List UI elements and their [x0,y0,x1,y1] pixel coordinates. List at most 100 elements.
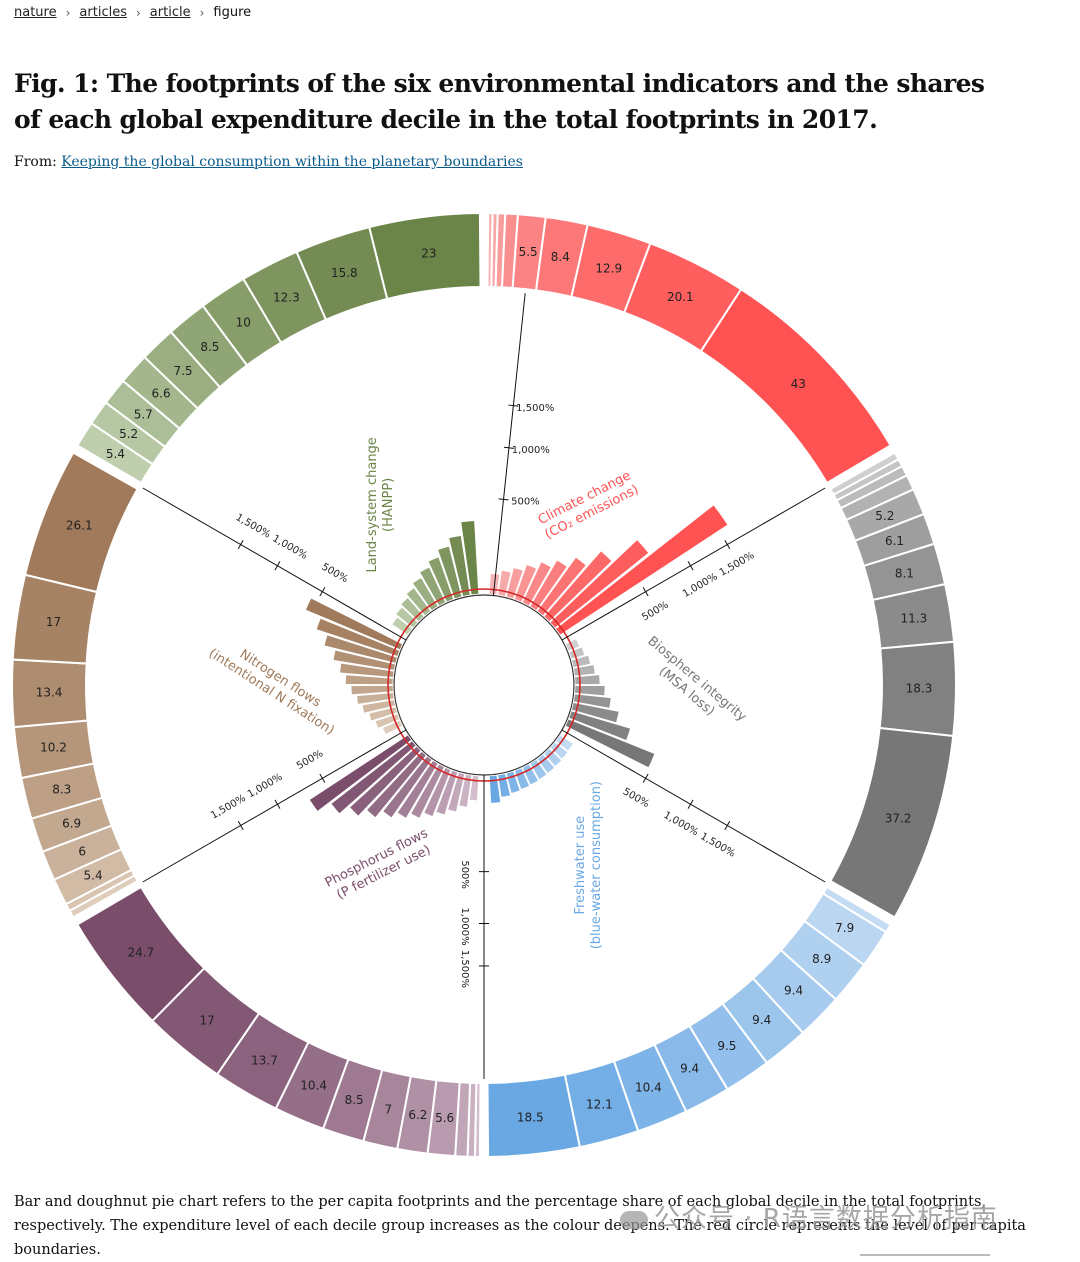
footprint-bar [356,692,395,705]
share-label: 17 [199,1013,214,1027]
axis-tick-label: 1,500% [698,831,737,860]
indicator-group-2: 7.9 8.9 9.4 9.4 9.5 9.4 10.4 12.1 18.5 Freshwater… [486,734,893,1158]
indicator-subname: (blue-water consumption) [589,781,604,949]
footprint-bar [568,710,632,742]
share-label: 6.1 [885,534,904,548]
share-label: 5.4 [84,869,103,883]
axis-tick-label: 1,000% [459,907,470,945]
share-label: 5.2 [119,427,138,441]
axis-tick-label: 1,000% [662,810,701,839]
footprint-bar [447,771,466,813]
footprint-bar [571,702,620,724]
indicator-label: Phosphorus flows(P fertilizer use) [323,826,434,903]
footprint-bar [308,734,413,812]
axis-tick [274,561,281,571]
share-label: 5.5 [519,245,538,259]
figure-title: Fig. 1: The footprints of the six enviro… [14,69,985,134]
footprint-bar [350,685,394,696]
footprint-bar [361,699,396,714]
share-label: 8.5 [345,1093,364,1107]
axis-tick-label: 500% [511,497,540,508]
footprint-bar [536,753,556,775]
footprint-bar [435,769,459,816]
footprint-bar [458,773,473,808]
footprint-bar [330,740,417,815]
share-label: 8.3 [52,783,71,797]
share-label: 6.9 [62,816,81,830]
radial-axis [561,729,826,883]
footprint-bar [543,747,563,768]
indicator-name: Biosphere integrity [645,634,750,725]
indicator-label: Climate change(CO₂ emissions) [536,468,641,542]
radial-axis [561,487,826,641]
watermark-text: 公众号 · R语言数据分析指南 [654,1204,998,1234]
radial-chart: 5.5 8.4 12.9 20.1 43 Climate change(CO₂ emiss… [11,212,957,1158]
radial-axis [492,293,526,596]
share-label: 6.2 [408,1108,427,1122]
footprint-bar [536,556,587,617]
share-label: 6 [78,845,86,859]
share-label: 10.2 [40,740,67,754]
doughnut-segment [23,451,139,594]
footprint-bar [521,763,540,786]
share-label: 18.5 [517,1111,544,1125]
axis-tick [237,820,244,831]
footprint-bar [574,685,606,697]
share-label: 13.7 [251,1054,278,1068]
axis-tick [274,799,281,809]
share-label: 43 [791,377,806,391]
breadcrumb-link-nature[interactable]: nature [14,5,57,20]
axis-tick [724,820,731,831]
indicator-label: Biosphere integrity(MSA loss) [645,634,750,725]
axis-tick-label: 1,500% [209,793,248,822]
share-label: 10.4 [635,1081,662,1095]
footprint-bar [505,770,521,794]
chevron-right-icon: › [135,5,141,20]
footprint-bar [304,597,404,651]
share-label: 5.2 [875,509,894,523]
footprint-bar [505,567,524,600]
footprint-bar [529,559,568,612]
divider [860,1254,990,1256]
axis-tick-label: 500% [319,562,349,586]
share-label: 6.6 [152,387,171,401]
footprint-bar [332,649,396,671]
indicator-group-3: 5.6 6.2 7 8.5 10.4 13.7 17 24.7 Phosphorus flows… [75,734,482,1158]
share-label: 8.5 [200,340,219,354]
indicator-label: Freshwater use (blue-water consumption) [573,781,604,949]
share-label: 24.7 [128,945,155,959]
footprint-bar [521,561,552,607]
footprint-bar [323,634,398,664]
breadcrumb-link-articles[interactable]: articles [79,5,127,20]
footprint-bar [345,674,394,685]
share-label: 12.3 [273,290,300,304]
axis-tick-label: 500% [640,600,670,624]
source-article-link[interactable]: Keeping the global consumption within th… [61,154,523,170]
indicator-label: Nitrogen flows(intentional N fixation) [206,646,337,738]
footprint-bar [571,654,592,668]
footprint-bar [543,550,613,623]
footprint-bar [469,774,480,802]
doughnut-segment [699,287,893,485]
footprint-bar [368,706,398,722]
share-label: 10.4 [300,1078,327,1092]
breadcrumb-link-article[interactable]: article [149,5,191,20]
indicator-name: Land-system change [365,437,380,572]
indicator-label: Land-system change (HANPP) [365,437,396,572]
footprint-bar [555,734,574,752]
indicator-group-0: 5.5 8.4 12.9 20.1 43 Climate change(CO₂ emiss… [486,212,893,636]
share-label: 11.3 [901,611,928,625]
axis-tick [724,539,731,550]
footprint-bar [339,662,395,678]
footprint-bar [564,638,581,652]
axis-tick-label: 1,500% [516,403,554,414]
share-label: 7.5 [173,364,192,378]
axis-tick [687,561,694,571]
figure-caption: Bar and doughnut pie chart refers to the… [14,1194,1026,1258]
share-label: 9.4 [680,1061,699,1075]
footprint-bar [448,534,471,597]
share-label: 12.1 [586,1097,613,1111]
axis-tick-label: 1,000% [512,445,550,456]
indicator-group-1: 5.2 6.1 8.1 11.3 18.3 37.2 Biosphere integrity… [564,451,957,919]
footprint-bar [411,576,439,612]
